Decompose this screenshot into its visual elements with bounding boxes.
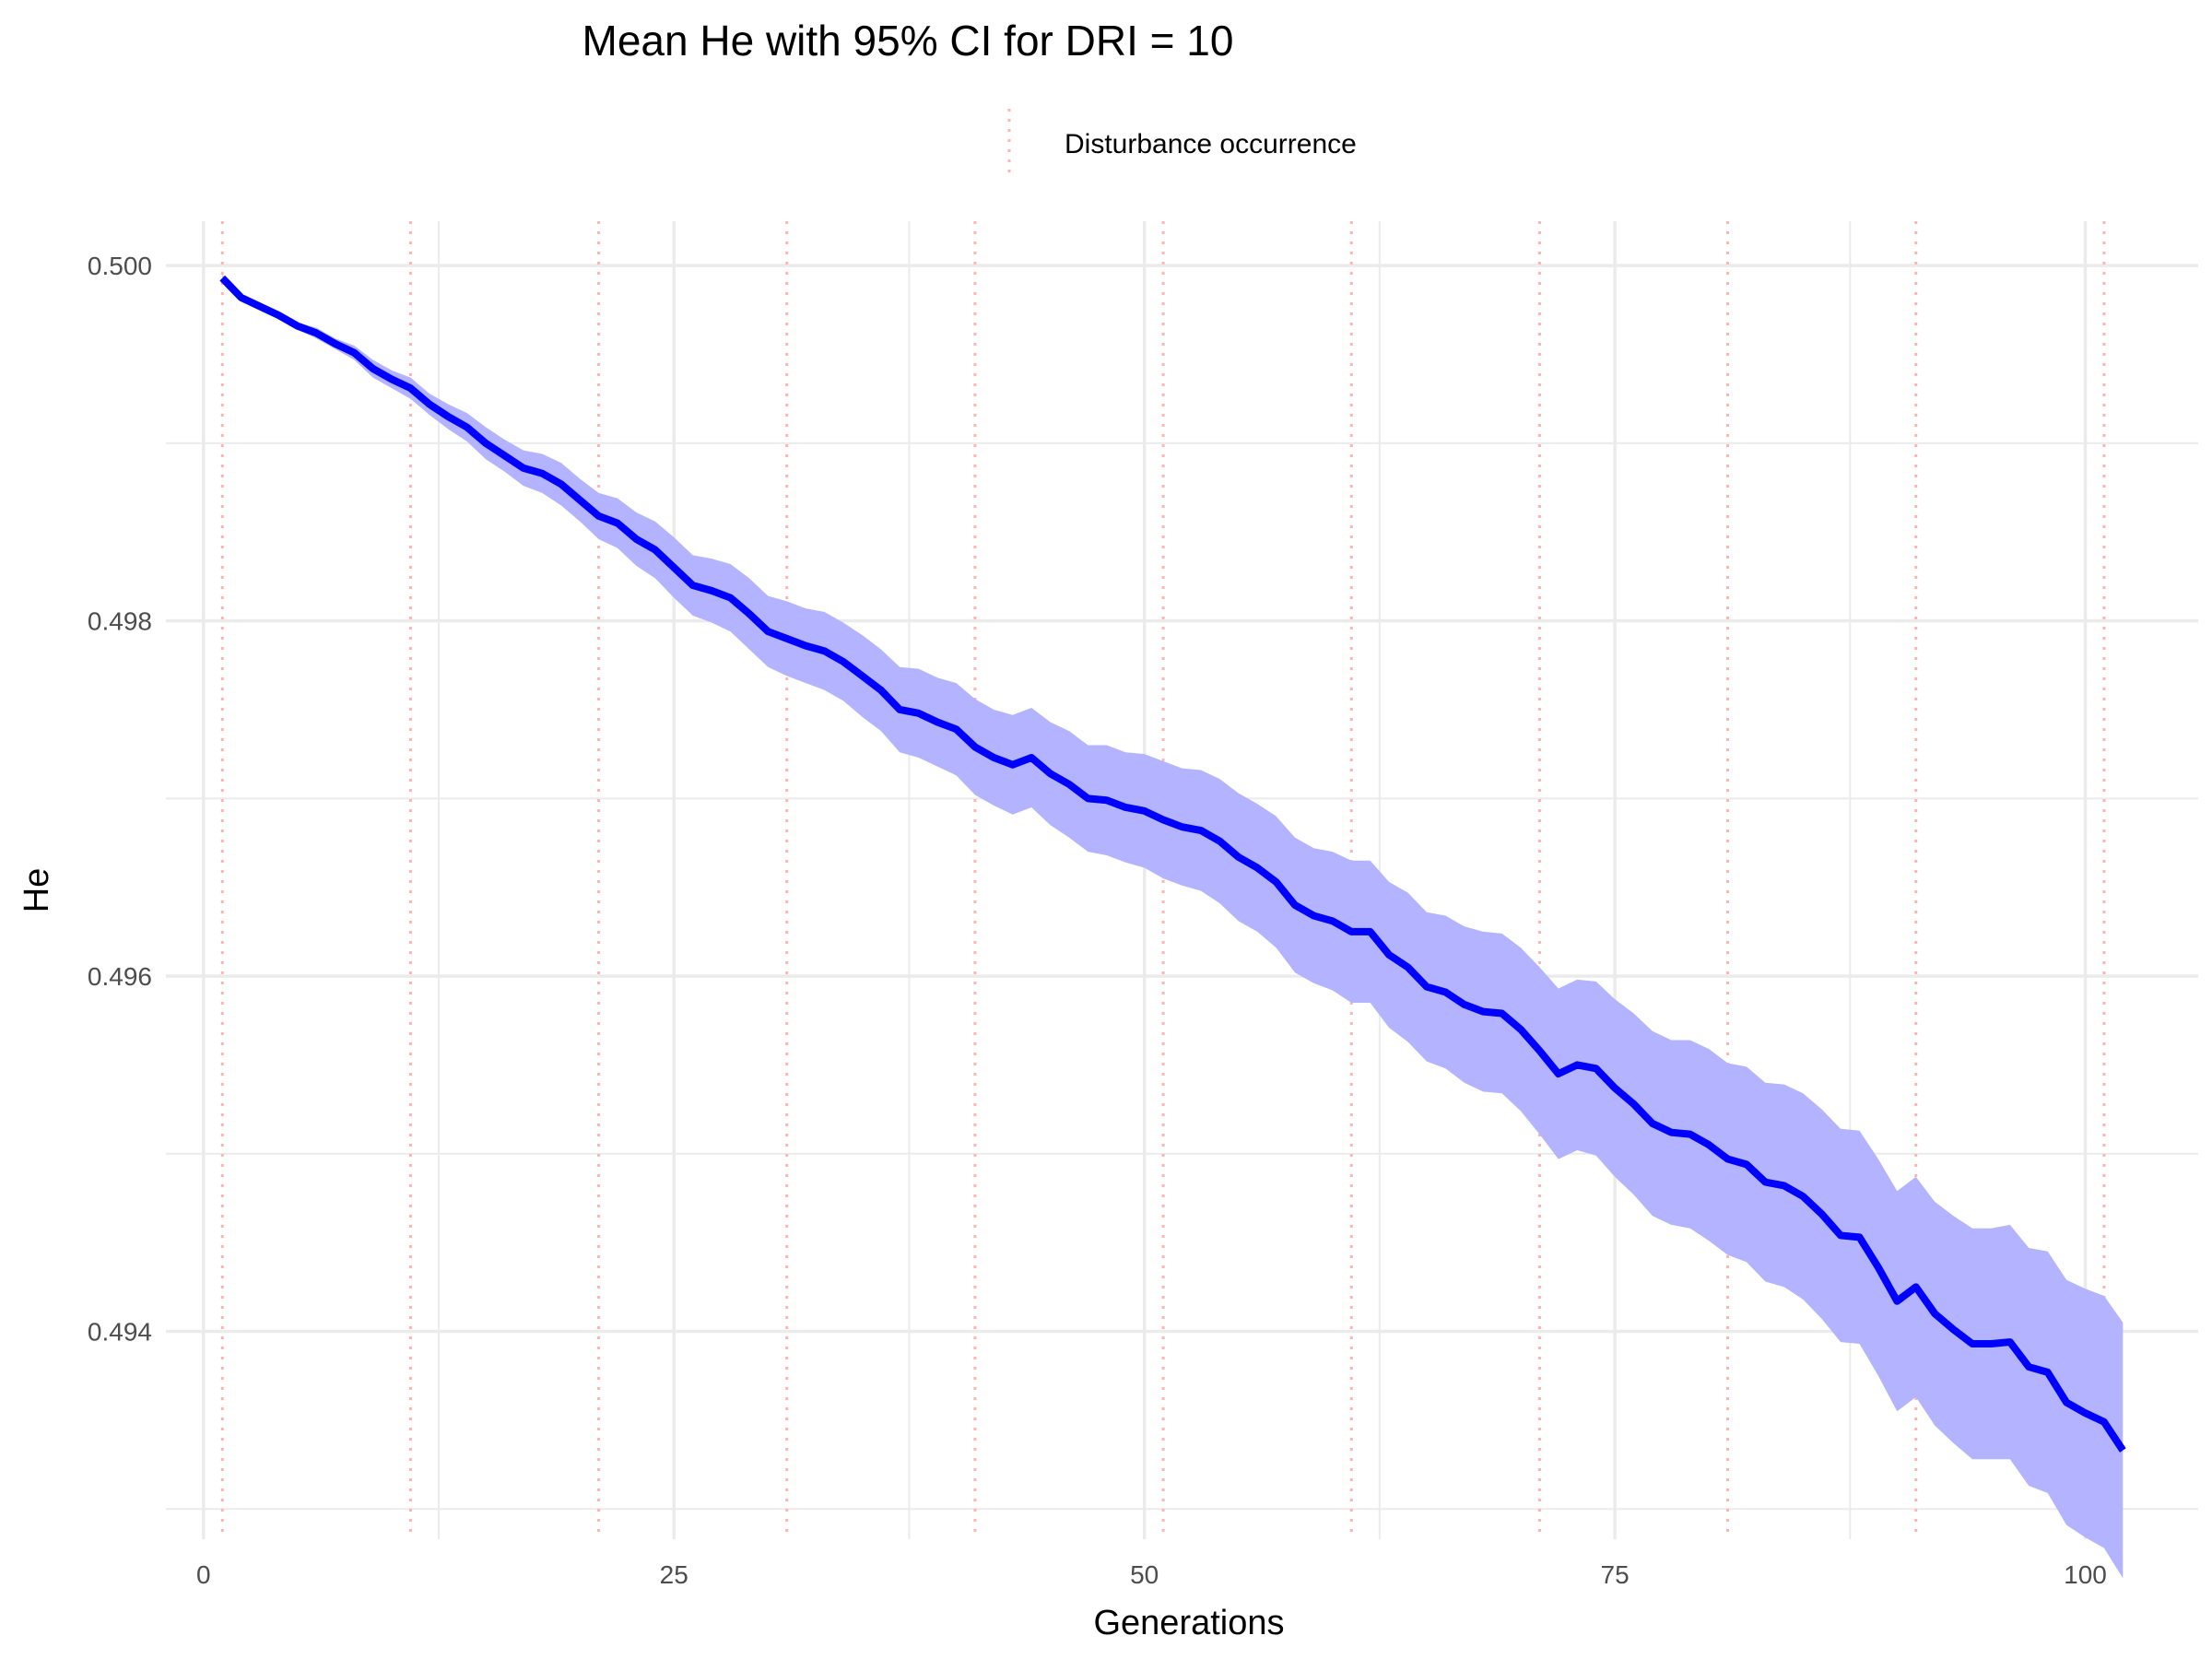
mean-he-line (219, 275, 2126, 1453)
legend: Disturbance occurrence (1007, 109, 1357, 180)
y-tick-label: 0.496 (88, 962, 152, 991)
disturbance-lines (220, 221, 2106, 1539)
y-axis-ticks: 0.494 0.496 0.498 0.500 (88, 252, 152, 1346)
y-tick-label: 0.494 (88, 1318, 152, 1347)
x-tick-label: 0 (196, 1560, 211, 1589)
x-axis-ticks: 0 25 50 75 100 (196, 1560, 2107, 1589)
mean-line-group (219, 275, 2126, 1453)
x-tick-label: 50 (1130, 1560, 1159, 1589)
ci-band (222, 274, 2124, 1579)
y-tick-label: 0.500 (88, 252, 152, 280)
y-axis-title: He (18, 868, 56, 913)
x-tick-label: 25 (660, 1560, 688, 1589)
x-tick-label: 100 (2064, 1560, 2107, 1589)
grid-major (166, 221, 2198, 1539)
y-tick-label: 0.498 (88, 607, 152, 636)
x-tick-label: 75 (1601, 1560, 1630, 1589)
x-axis-title: Generations (1093, 1604, 1284, 1642)
chart-title: Mean He with 95% CI for DRI = 10 (582, 17, 1234, 65)
ci-band-group (222, 274, 2124, 1579)
legend-label-disturbance: Disturbance occurrence (1065, 129, 1357, 159)
